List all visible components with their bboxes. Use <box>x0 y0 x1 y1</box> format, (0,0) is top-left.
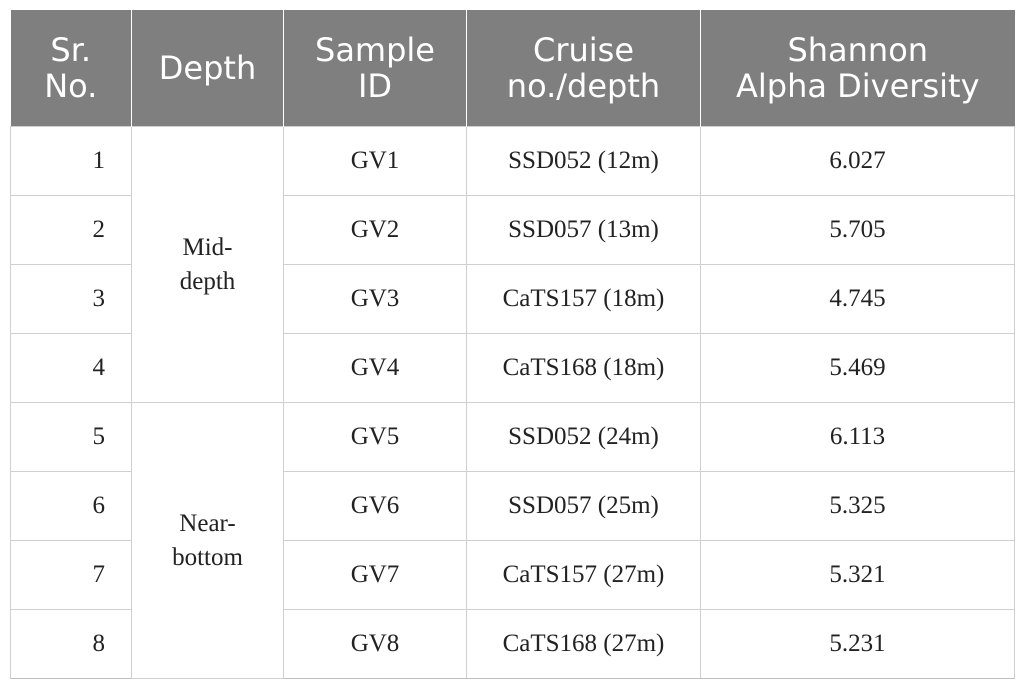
shannon-cell: 5.325 <box>700 471 1015 541</box>
sample-id-cell: GV1 <box>283 126 467 196</box>
depth-line: depth <box>179 267 236 295</box>
table-row: 5 Near- bottom GV5 SSD052 (24m) 6.113 <box>10 402 1015 679</box>
cruise-cell: SSD052 (24m) <box>466 402 701 472</box>
table-row: 7 GV7 CaTS157 (27m) 5.321 <box>10 540 1015 610</box>
sr-no-cell: 3 <box>10 264 132 334</box>
shannon-cell: 4.745 <box>700 264 1015 334</box>
sr-no-cell: 5 <box>10 402 132 472</box>
table-row: 1 Mid- depth GV1 SSD052 (12m) 6.027 <box>10 126 1015 403</box>
table-row: 6 GV6 SSD057 (25m) 5.325 <box>10 471 1015 541</box>
sample-id-cell: GV4 <box>283 333 467 403</box>
sample-id-cell: GV7 <box>283 540 467 610</box>
header-line: no./depth <box>506 67 661 105</box>
cruise-cell: CaTS168 (18m) <box>466 333 701 403</box>
header-sample-id: Sample ID <box>283 10 467 127</box>
sample-id-cell: GV2 <box>283 195 467 265</box>
header-line: ID <box>357 67 393 105</box>
table-body: 1 Mid- depth GV1 SSD052 (12m) 6.027 2 GV… <box>10 126 1015 679</box>
sr-no-cell: 4 <box>10 333 132 403</box>
shannon-cell: 5.705 <box>700 195 1015 265</box>
sr-no-cell: 2 <box>10 195 132 265</box>
sr-no-cell: 8 <box>10 609 132 679</box>
shannon-cell: 6.027 <box>700 126 1015 196</box>
header-line: Shannon <box>787 31 929 69</box>
header-depth: Depth <box>131 10 284 127</box>
depth-line: Mid- <box>182 233 233 261</box>
sr-no-cell: 1 <box>10 126 132 196</box>
header-sr-no: Sr. No. <box>10 10 132 127</box>
table-row: 2 GV2 SSD057 (13m) 5.705 <box>10 195 1015 265</box>
table-row: 8 GV8 CaTS168 (27m) 5.231 <box>10 609 1015 679</box>
depth-line: Near- <box>179 509 236 537</box>
header-line: Depth <box>158 49 257 87</box>
shannon-cell: 5.231 <box>700 609 1015 679</box>
table-row: 4 GV4 CaTS168 (18m) 5.469 <box>10 333 1015 403</box>
cruise-cell: SSD057 (25m) <box>466 471 701 541</box>
sample-id-cell: GV3 <box>283 264 467 334</box>
depth-line: bottom <box>172 543 243 571</box>
cruise-cell: CaTS157 (27m) <box>466 540 701 610</box>
header-cruise-depth: Cruise no./depth <box>466 10 701 127</box>
cruise-cell: CaTS157 (18m) <box>466 264 701 334</box>
header-shannon-alpha-diversity: Shannon Alpha Diversity <box>700 10 1015 127</box>
depth-group-cell: Mid- depth <box>131 126 284 403</box>
header-line: No. <box>44 67 98 105</box>
shannon-cell: 5.469 <box>700 333 1015 403</box>
sr-no-cell: 6 <box>10 471 132 541</box>
shannon-cell: 6.113 <box>700 402 1015 472</box>
shannon-cell: 5.321 <box>700 540 1015 610</box>
header-line: Sr. <box>50 31 92 69</box>
header-line: Sample <box>315 31 435 69</box>
data-table: Sr. No. Depth Sample ID Cruise no./depth… <box>10 10 1015 679</box>
table-row: 3 GV3 CaTS157 (18m) 4.745 <box>10 264 1015 334</box>
header-line: Alpha Diversity <box>735 67 980 105</box>
header-line: Cruise <box>532 31 635 69</box>
depth-group-cell: Near- bottom <box>131 402 284 679</box>
cruise-cell: CaTS168 (27m) <box>466 609 701 679</box>
sample-id-cell: GV6 <box>283 471 467 541</box>
header-row: Sr. No. Depth Sample ID Cruise no./depth… <box>10 10 1015 127</box>
sr-no-cell: 7 <box>10 540 132 610</box>
cruise-cell: SSD052 (12m) <box>466 126 701 196</box>
cruise-cell: SSD057 (13m) <box>466 195 701 265</box>
sample-id-cell: GV8 <box>283 609 467 679</box>
sample-id-cell: GV5 <box>283 402 467 472</box>
table-header: Sr. No. Depth Sample ID Cruise no./depth… <box>10 10 1015 127</box>
